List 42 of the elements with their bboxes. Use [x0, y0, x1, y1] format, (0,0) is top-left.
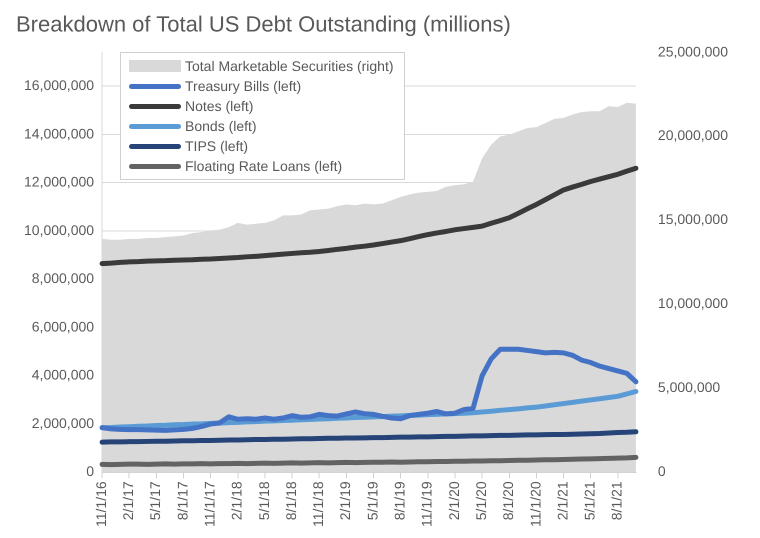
y-tick-label: 16,000,000 — [24, 77, 94, 94]
x-tick-label: 8/1/20 — [500, 481, 516, 520]
x-tick-label: 2/1/18 — [228, 481, 245, 520]
legend-label: Floating Rate Loans (left) — [185, 157, 342, 176]
y2-tick-label: 5,000,000 — [658, 379, 720, 396]
y-tick-label: 8,000,000 — [32, 270, 94, 286]
x-tick-label: 5/1/19 — [364, 481, 380, 520]
y-tick-label: 10,000,000 — [24, 222, 94, 238]
y-tick-label: 2,000,000 — [32, 414, 94, 431]
chart-title: Breakdown of Total US Debt Outstanding (millions) — [16, 11, 511, 36]
x-tick-label: 5/1/17 — [147, 481, 164, 520]
y2-tick-label: 20,000,000 — [658, 127, 728, 144]
y2-tick-label: 0 — [658, 463, 666, 480]
x-tick-label: 11/1/16 — [92, 481, 109, 527]
legend-label: Total Marketable Securities (right) — [185, 57, 394, 76]
x-tick-label: 8/1/17 — [174, 481, 190, 520]
x-tick-label: 8/1/18 — [282, 481, 299, 520]
y2-tick-label: 25,000,000 — [658, 43, 728, 60]
legend-label: Bonds (left) — [185, 117, 257, 136]
y-tick-label: 6,000,000 — [32, 318, 94, 334]
legend-label: Treasury Bills (left) — [185, 77, 302, 96]
x-tick-label: 11/1/18 — [310, 481, 326, 527]
x-tick-label: 2/1/19 — [337, 481, 354, 520]
y-tick-label: 14,000,000 — [24, 125, 94, 142]
y-tick-label: 12,000,000 — [24, 174, 94, 190]
x-tick-label: 8/1/21 — [608, 481, 625, 520]
x-tick-label: 5/1/18 — [256, 481, 272, 520]
y-tick-label: 4,000,000 — [32, 366, 94, 383]
y2-tick-label: 10,000,000 — [658, 295, 728, 312]
x-tick-label: 11/1/19 — [418, 481, 435, 527]
y-tick-label: 0 — [86, 463, 94, 480]
x-tick-label: 11/1/17 — [202, 481, 218, 527]
x-tick-label: 8/1/19 — [392, 481, 408, 520]
x-tick-label: 2/1/17 — [120, 481, 136, 520]
y2-tick-label: 15,000,000 — [658, 211, 728, 228]
x-tick-label: 2/1/20 — [446, 481, 462, 520]
legend-label: TIPS (left) — [185, 137, 248, 156]
x-tick-label: 5/1/21 — [582, 481, 598, 520]
x-tick-label: 11/1/20 — [527, 481, 544, 527]
x-tick-label: 2/1/21 — [554, 481, 570, 520]
legend-label: Notes (left) — [185, 97, 254, 116]
x-tick-label: 5/1/20 — [472, 481, 489, 520]
